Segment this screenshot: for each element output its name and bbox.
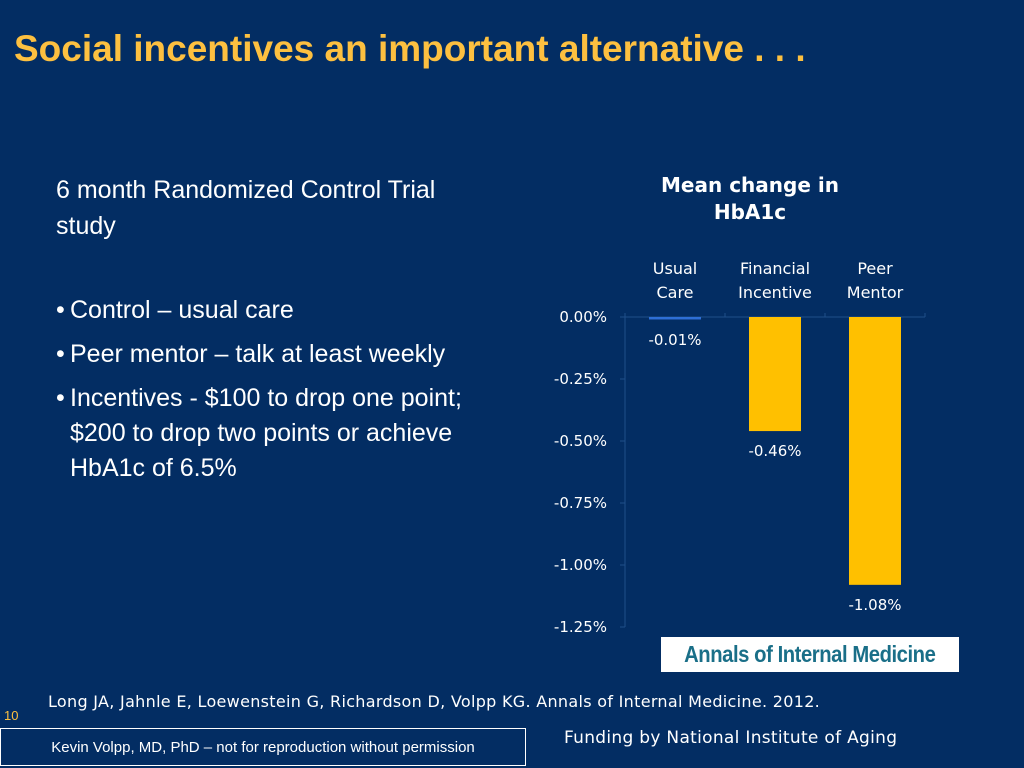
bar xyxy=(749,317,801,432)
list-item: • Control – usual care xyxy=(56,293,476,328)
bullet-text: Control – usual care xyxy=(70,296,294,324)
copyright-notice: Kevin Volpp, MD, PhD – not for reproduct… xyxy=(0,728,526,766)
chart-title: Mean change in HbA1c xyxy=(661,173,839,224)
value-label: -0.46% xyxy=(748,442,801,460)
journal-logo-text: Annals of Internal Medicine xyxy=(684,641,936,667)
bullet-glyph: • xyxy=(56,384,65,412)
category-label: Peer Mentor xyxy=(847,259,904,302)
bullet-glyph: • xyxy=(56,340,65,368)
category-label-line: Financial xyxy=(740,259,810,278)
slide-number: 10 xyxy=(4,708,19,723)
y-tick-label: -0.25% xyxy=(554,370,607,388)
funding-note: Funding by National Institute of Aging xyxy=(564,728,898,748)
category-label-line: Usual xyxy=(653,259,697,278)
value-label: -1.08% xyxy=(848,596,901,614)
y-tick-label: -0.50% xyxy=(554,432,607,450)
value-label: -0.01% xyxy=(648,331,701,349)
bullet-glyph: • xyxy=(56,296,65,324)
y-tick-label: 0.00% xyxy=(559,308,607,326)
list-item: • Incentives - $100 to drop one point; $2… xyxy=(56,381,476,486)
bar xyxy=(849,317,901,585)
category-label-line: Mentor xyxy=(847,283,904,302)
y-tick-label: -1.00% xyxy=(554,556,607,574)
y-tick-label: -0.75% xyxy=(554,494,607,512)
bar xyxy=(649,317,701,320)
category-label-line: Peer xyxy=(857,259,893,278)
slide-title: Social incentives an important alternati… xyxy=(14,28,806,69)
category-label-line: Incentive xyxy=(738,283,812,302)
arm-list: • Control – usual care • Peer mentor – tal… xyxy=(56,293,476,495)
list-item: • Peer mentor – talk at least weekly xyxy=(56,337,476,372)
category-label: Financial Incentive xyxy=(738,259,812,302)
category-label: Usual Care xyxy=(653,259,697,302)
bullet-text: Incentives - $100 to drop one point; $20… xyxy=(70,384,462,482)
citation: Long JA, Jahnle E, Loewenstein G, Richar… xyxy=(48,692,821,711)
bullet-text: Peer mentor – talk at least weekly xyxy=(70,340,446,368)
y-tick-label: -1.25% xyxy=(554,618,607,636)
journal-logo: Annals of Internal Medicine xyxy=(661,637,959,672)
study-description: 6 month Randomized Control Trial study xyxy=(56,176,436,240)
category-label-line: Care xyxy=(656,283,693,302)
